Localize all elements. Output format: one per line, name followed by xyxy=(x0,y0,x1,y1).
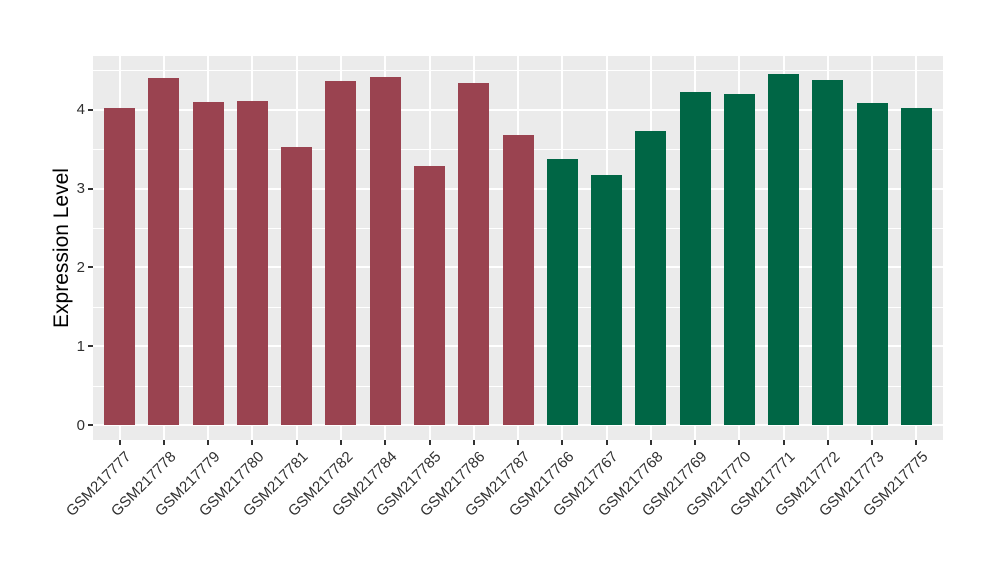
bar xyxy=(325,81,357,425)
x-tick-mark xyxy=(871,440,874,445)
y-tick-label: 1 xyxy=(76,337,85,355)
bar xyxy=(502,134,534,426)
bar xyxy=(635,130,667,425)
y-tick-mark xyxy=(88,108,93,111)
bar xyxy=(900,108,932,425)
bar xyxy=(148,78,180,425)
bar xyxy=(679,91,711,425)
bar xyxy=(458,82,490,425)
x-tick-mark xyxy=(694,440,697,445)
x-tick-mark xyxy=(605,440,608,445)
y-tick-mark xyxy=(88,266,93,269)
x-tick-mark xyxy=(295,440,298,445)
y-axis-title: Expression Level xyxy=(50,168,73,328)
x-tick-mark xyxy=(472,440,475,445)
x-tick-mark xyxy=(339,440,342,445)
x-tick-mark xyxy=(384,440,387,445)
bar xyxy=(192,101,224,425)
x-tick-mark xyxy=(517,440,519,445)
bar xyxy=(104,108,136,425)
bar xyxy=(768,74,800,425)
x-tick-mark xyxy=(826,440,829,445)
bar xyxy=(856,102,888,425)
x-tick-mark xyxy=(251,440,254,445)
x-tick-mark xyxy=(428,440,431,445)
x-tick-mark xyxy=(915,440,918,445)
bar xyxy=(546,159,578,425)
bar xyxy=(369,76,401,425)
x-tick-mark xyxy=(118,440,121,445)
plot-panel xyxy=(93,56,943,440)
bar xyxy=(812,79,844,426)
bar xyxy=(723,93,755,425)
x-tick-mark xyxy=(649,440,652,445)
x-tick-mark xyxy=(561,440,564,445)
y-tick-label: 0 xyxy=(76,416,85,434)
x-tick-mark xyxy=(162,440,165,445)
y-tick-label: 2 xyxy=(76,258,85,276)
x-tick-mark xyxy=(782,440,785,445)
y-tick-label: 4 xyxy=(76,101,85,119)
y-tick-label: 3 xyxy=(76,180,85,197)
bar xyxy=(591,175,622,426)
y-tick-mark xyxy=(88,187,93,190)
y-tick-mark xyxy=(88,424,93,426)
bar xyxy=(236,100,268,425)
x-tick-mark xyxy=(207,440,210,445)
bar xyxy=(281,146,313,425)
y-tick-mark xyxy=(88,345,93,348)
bar xyxy=(414,165,445,425)
gridline-y-major xyxy=(93,108,943,111)
gridline-y-minor xyxy=(93,70,943,72)
x-tick-mark xyxy=(738,440,741,445)
